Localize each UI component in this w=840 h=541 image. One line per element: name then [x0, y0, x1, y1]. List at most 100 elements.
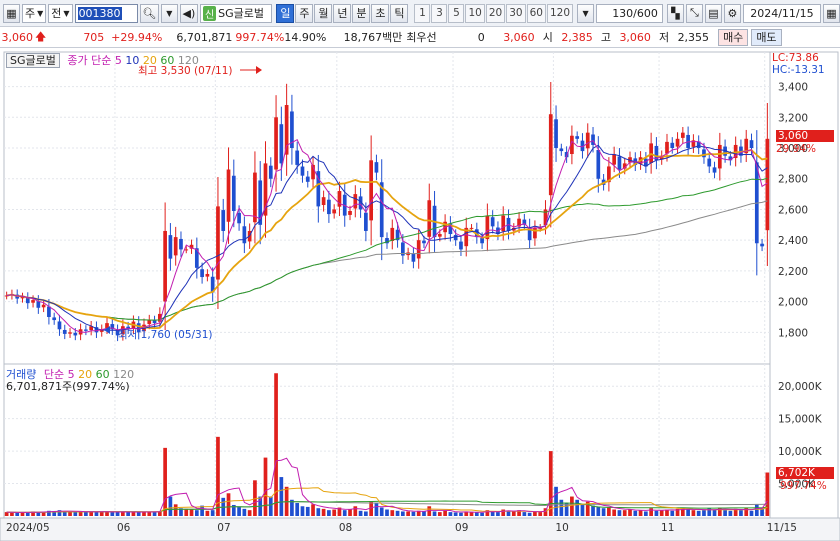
vol-ma60-label: 60	[95, 368, 110, 381]
volume-bar	[364, 511, 368, 516]
volume-bar	[543, 508, 548, 516]
interval-dropdown[interactable]: ▼	[577, 3, 595, 23]
volume-bar	[437, 512, 442, 516]
period-tab[interactable]: 일	[276, 3, 295, 23]
period-tab[interactable]: 초	[371, 3, 390, 23]
interval-tab[interactable]: 120	[546, 3, 574, 23]
stock-code-input[interactable]: 001380	[74, 3, 138, 23]
volume-current-pct: 997.74%	[780, 480, 827, 492]
volume-bar	[559, 499, 564, 516]
period-tab[interactable]: 년	[333, 3, 352, 23]
volume-bar	[580, 504, 585, 516]
candle-body	[348, 211, 352, 215]
volume-bar	[216, 436, 220, 516]
hc-label: HC:-13.31	[772, 64, 825, 76]
candle-body	[210, 276, 215, 293]
price-change-pct: +29.94%	[111, 30, 163, 44]
table-icon[interactable]: ▤	[704, 3, 722, 23]
x-tick-label: 07	[217, 522, 230, 534]
grid-menu-icon[interactable]: ▦	[3, 3, 20, 23]
candle-body	[205, 273, 210, 277]
volume-bar	[480, 512, 484, 516]
interval-tab[interactable]: 3	[431, 3, 448, 23]
volume-bar	[723, 510, 727, 516]
candle-body	[712, 167, 717, 173]
candle-body	[20, 297, 25, 299]
candle-body	[99, 329, 104, 332]
type-select[interactable]: 주 ▼	[22, 3, 47, 23]
period-tab[interactable]: 틱	[390, 3, 409, 23]
candle-body	[522, 219, 527, 225]
volume-bar	[628, 509, 632, 516]
volume-bar	[654, 510, 659, 516]
chevron-down-icon: ▼	[37, 8, 44, 18]
period-tab[interactable]: 주	[295, 3, 314, 23]
candle-body	[89, 326, 94, 331]
candle-body	[654, 145, 659, 161]
date-field[interactable]: 2024/11/15	[742, 3, 821, 23]
sell-button[interactable]: 매도	[751, 28, 782, 46]
volume-pct: 997.74%	[235, 30, 285, 44]
price-tick-label: 3,400	[778, 82, 808, 94]
candle-body	[327, 199, 331, 215]
market-select[interactable]: 전 ▼	[48, 3, 73, 23]
volume-bar	[105, 511, 109, 516]
buy-button[interactable]: 매수	[718, 28, 749, 46]
volume-bar	[749, 510, 754, 516]
candle-body	[147, 320, 152, 324]
interval-tab[interactable]: 5	[448, 3, 465, 23]
open-label: 시	[542, 31, 553, 44]
interval-tab[interactable]: 30	[506, 3, 526, 23]
speaker-button[interactable]: ◀︎)	[179, 3, 198, 23]
candle-body	[744, 138, 749, 154]
candle-body	[464, 227, 469, 247]
candle-body	[580, 140, 585, 152]
candle-body	[194, 248, 199, 268]
volume-legend: 거래량 단순 5 20 60 120	[6, 366, 134, 382]
volume-bar	[649, 508, 653, 516]
search-button[interactable]: 🔍︎	[139, 3, 159, 23]
volume-bar	[702, 510, 706, 516]
period-tab[interactable]: 분	[352, 3, 371, 23]
volume-bar	[469, 511, 474, 516]
volume-bar	[62, 511, 67, 516]
candle-body	[337, 191, 342, 207]
candle-body	[659, 155, 664, 160]
dropdown-button[interactable]: ▼	[160, 3, 178, 23]
period-tab[interactable]: 월	[314, 3, 333, 23]
candle-body	[115, 330, 120, 336]
chart-canvas[interactable]: 1,800 2,000 2,200 2,400 2,600 2,800 3,000 3,200…	[0, 48, 840, 541]
gear-icon[interactable]: ⚙	[723, 3, 741, 23]
volume-bar	[194, 510, 199, 516]
ma120-label: 120	[177, 54, 199, 67]
tool-icon-1[interactable]: ▚	[666, 3, 684, 23]
volume-bar	[575, 499, 580, 516]
volume-bar	[226, 493, 231, 516]
lc-label: LC:73.86	[772, 52, 819, 64]
candle-body	[305, 176, 310, 182]
volume-bar	[173, 504, 178, 516]
interval-tab[interactable]: 1	[414, 3, 431, 23]
volume-bar	[47, 510, 51, 516]
volume-bar	[89, 511, 94, 516]
resize-icon[interactable]: ⤡	[685, 3, 703, 23]
interval-tab[interactable]: 20	[485, 3, 506, 23]
x-tick-label: 11/15	[767, 522, 797, 534]
volume-bar	[385, 509, 389, 516]
ma-label: 종가 단순	[67, 54, 112, 67]
volume-tick-label: 20,000K	[778, 381, 823, 393]
candle-body	[400, 242, 405, 256]
interval-tab[interactable]: 10	[465, 3, 485, 23]
volume-bar	[242, 508, 247, 516]
volume-bar	[189, 509, 194, 516]
candle-body	[157, 313, 162, 322]
candle-body	[501, 215, 506, 232]
volume-bar	[348, 509, 352, 516]
interval-tab[interactable]: 60	[526, 3, 546, 23]
candle-count-field[interactable]: 130/600	[596, 3, 663, 23]
candle-body	[448, 223, 453, 235]
stock-name-field[interactable]: 신 SG글로벌	[199, 3, 273, 23]
volume-bar	[316, 508, 321, 516]
chart-area[interactable]: 1,800 2,000 2,200 2,400 2,600 2,800 3,000 3,200…	[0, 48, 840, 541]
calendar-icon[interactable]: ▦	[823, 3, 840, 23]
